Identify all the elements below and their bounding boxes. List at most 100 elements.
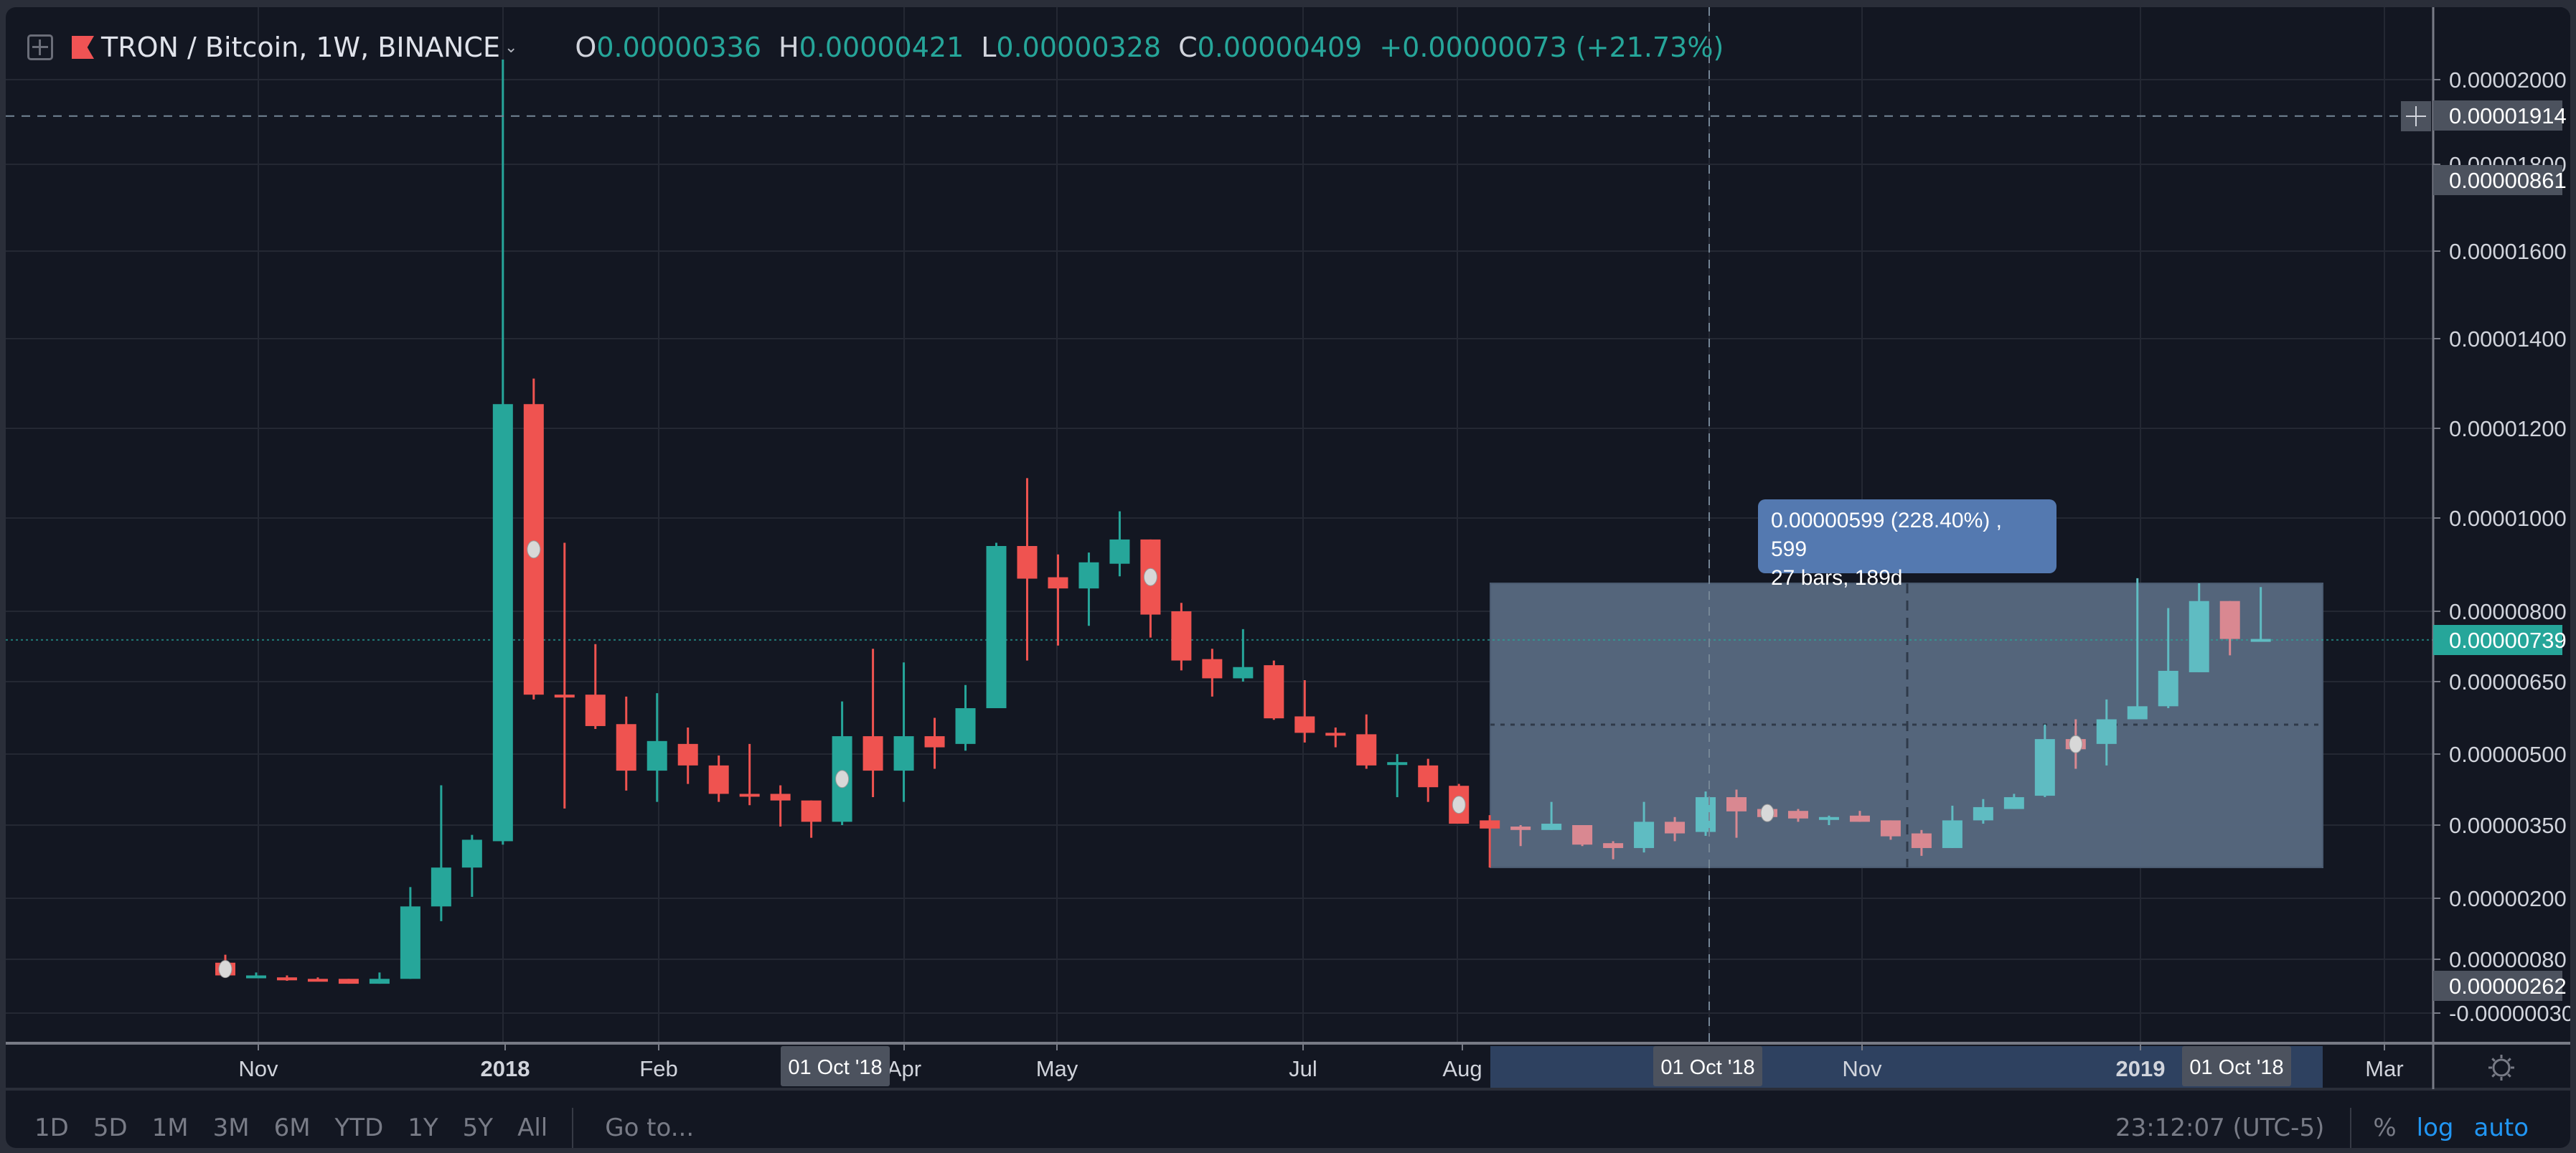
candle[interactable]: [1171, 603, 1192, 671]
candle[interactable]: [1202, 649, 1223, 697]
range-6m[interactable]: 6M: [273, 1114, 311, 1142]
crosshair-time-label-bg: [1653, 1046, 1762, 1086]
high-label: H: [779, 32, 799, 63]
candle[interactable]: [1634, 801, 1655, 853]
candle[interactable]: [1356, 714, 1377, 769]
candle[interactable]: [215, 954, 235, 979]
gear-icon[interactable]: [2492, 1058, 2511, 1077]
candle[interactable]: [461, 834, 482, 897]
candle[interactable]: [739, 743, 760, 806]
crosshair-price-label-bg: [2433, 100, 2562, 131]
candle[interactable]: [2250, 587, 2271, 642]
candle[interactable]: [770, 785, 791, 827]
chevron-down-icon[interactable]: ⌄: [504, 38, 518, 57]
candle[interactable]: [616, 696, 636, 791]
candle[interactable]: [862, 649, 883, 798]
range-ytd[interactable]: YTD: [334, 1114, 384, 1142]
candle[interactable]: [1325, 727, 1346, 748]
auto-scale-toggle[interactable]: auto: [2473, 1114, 2529, 1142]
candle[interactable]: [708, 755, 729, 802]
candle[interactable]: [338, 979, 359, 984]
candle[interactable]: [2219, 601, 2240, 656]
range-5y[interactable]: 5Y: [462, 1114, 494, 1142]
candle[interactable]: [647, 693, 667, 802]
candle[interactable]: [677, 727, 698, 784]
candle[interactable]: [276, 975, 297, 982]
candle[interactable]: [1264, 660, 1284, 720]
candle[interactable]: [1109, 511, 1130, 577]
candle[interactable]: [1787, 809, 1808, 822]
candle[interactable]: [2003, 794, 2024, 809]
candle[interactable]: [1880, 820, 1901, 840]
log-scale-toggle[interactable]: log: [2416, 1114, 2454, 1142]
measure-start-time-label-bg: [781, 1046, 890, 1086]
candle[interactable]: [492, 60, 513, 845]
candle[interactable]: [986, 542, 1007, 709]
candle[interactable]: [832, 701, 852, 825]
candle[interactable]: [1942, 805, 1962, 848]
candle[interactable]: [1973, 799, 1993, 824]
candle[interactable]: [1233, 629, 1254, 682]
candle[interactable]: [554, 542, 575, 809]
candle[interactable]: [1603, 841, 1624, 860]
range-1y[interactable]: 1Y: [408, 1114, 438, 1142]
price-tick-label: 0.00000800: [2449, 599, 2567, 624]
candle[interactable]: [1449, 783, 1470, 824]
candlestick-chart[interactable]: 0.000020000.000018000.000016000.00001400…: [6, 7, 2570, 1148]
candle[interactable]: [1541, 801, 1562, 830]
candle[interactable]: [1757, 804, 1777, 822]
candle[interactable]: [523, 378, 544, 700]
candle[interactable]: [1510, 825, 1531, 847]
range-1m[interactable]: 1M: [151, 1114, 189, 1142]
candle[interactable]: [1078, 552, 1099, 626]
candle-body: [1418, 765, 1439, 788]
range-all[interactable]: All: [517, 1114, 548, 1142]
candle-body: [1387, 762, 1408, 766]
candle[interactable]: [1480, 815, 1500, 868]
candle[interactable]: [1665, 816, 1686, 842]
candle[interactable]: [1726, 789, 1747, 838]
range-3m[interactable]: 3M: [212, 1114, 250, 1142]
range-1d[interactable]: 1D: [34, 1114, 69, 1142]
symbol-title[interactable]: TRON / Bitcoin, 1W, BINANCE: [101, 32, 500, 63]
candle[interactable]: [1140, 539, 1161, 638]
candle[interactable]: [1294, 680, 1315, 743]
measure-price-change: 0.00000599 (228.40%) , 599: [1771, 509, 2002, 561]
candle[interactable]: [1418, 758, 1439, 802]
candle[interactable]: [1387, 754, 1408, 798]
candle[interactable]: [431, 785, 451, 921]
percent-scale-toggle[interactable]: %: [2373, 1114, 2397, 1142]
candle[interactable]: [2065, 719, 2086, 769]
candle[interactable]: [801, 800, 822, 838]
candle[interactable]: [245, 972, 266, 979]
candle[interactable]: [2189, 583, 2209, 672]
candle-body: [893, 736, 914, 771]
go-to-button[interactable]: Go to...: [605, 1114, 695, 1142]
range-5d[interactable]: 5D: [93, 1114, 128, 1142]
candle[interactable]: [307, 977, 328, 982]
candle[interactable]: [1572, 825, 1593, 847]
candle[interactable]: [1911, 829, 1932, 856]
candle[interactable]: [1048, 554, 1068, 646]
candle[interactable]: [400, 887, 420, 979]
candle[interactable]: [2127, 578, 2148, 720]
price-tick-label: 0.00000200: [2449, 886, 2567, 911]
candle[interactable]: [924, 717, 945, 769]
candle-body: [431, 867, 451, 907]
candle[interactable]: [1849, 811, 1870, 822]
candle[interactable]: [1818, 815, 1839, 825]
candle-body: [1233, 667, 1254, 679]
candle[interactable]: [2034, 724, 2055, 798]
candle[interactable]: [2096, 699, 2117, 766]
candle-body: [1818, 816, 1839, 820]
candle[interactable]: [893, 662, 914, 802]
candle[interactable]: [1696, 791, 1716, 836]
clock-time[interactable]: 23:12:07 (UTC-5): [2115, 1114, 2325, 1142]
chart-panel: 0.00002000 0.00001800 0.00001600 0.00001400…: [6, 7, 2570, 1148]
candle[interactable]: [955, 684, 976, 751]
candle[interactable]: [369, 972, 390, 984]
plus-square-icon[interactable]: [27, 34, 53, 60]
candle[interactable]: [1017, 478, 1038, 661]
candle[interactable]: [585, 644, 606, 729]
candle[interactable]: [2158, 608, 2178, 709]
